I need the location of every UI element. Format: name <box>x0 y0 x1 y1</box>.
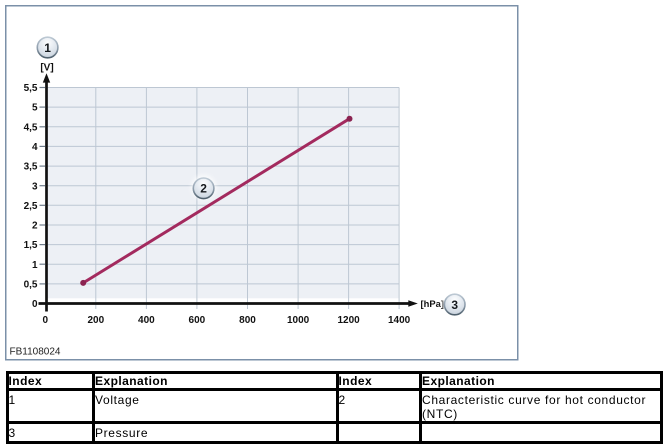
svg-text:3: 3 <box>451 298 458 312</box>
svg-text:1,5: 1,5 <box>24 240 38 251</box>
svg-text:1400: 1400 <box>388 315 411 326</box>
svg-text:0: 0 <box>32 299 38 310</box>
svg-text:1: 1 <box>32 260 38 271</box>
svg-text:1200: 1200 <box>337 315 360 326</box>
svg-text:5,5: 5,5 <box>24 83 38 94</box>
svg-text:3: 3 <box>32 181 38 192</box>
svg-text:400: 400 <box>138 315 155 326</box>
svg-text:5: 5 <box>32 103 38 114</box>
svg-text:[V]: [V] <box>40 62 53 73</box>
svg-text:2: 2 <box>200 182 207 196</box>
svg-text:4: 4 <box>32 142 38 153</box>
svg-text:200: 200 <box>87 315 104 326</box>
svg-text:800: 800 <box>239 315 256 326</box>
svg-text:1000: 1000 <box>287 315 310 326</box>
svg-text:[hPa]: [hPa] <box>421 298 444 309</box>
svg-text:3,5: 3,5 <box>24 162 38 173</box>
svg-text:1: 1 <box>44 41 51 55</box>
svg-text:0,5: 0,5 <box>24 280 38 291</box>
svg-text:2: 2 <box>32 221 38 232</box>
svg-text:2,5: 2,5 <box>24 201 38 212</box>
svg-text:4,5: 4,5 <box>24 122 38 133</box>
svg-text:0: 0 <box>43 315 49 326</box>
svg-text:FB1108024: FB1108024 <box>10 347 61 358</box>
svg-text:600: 600 <box>189 315 206 326</box>
